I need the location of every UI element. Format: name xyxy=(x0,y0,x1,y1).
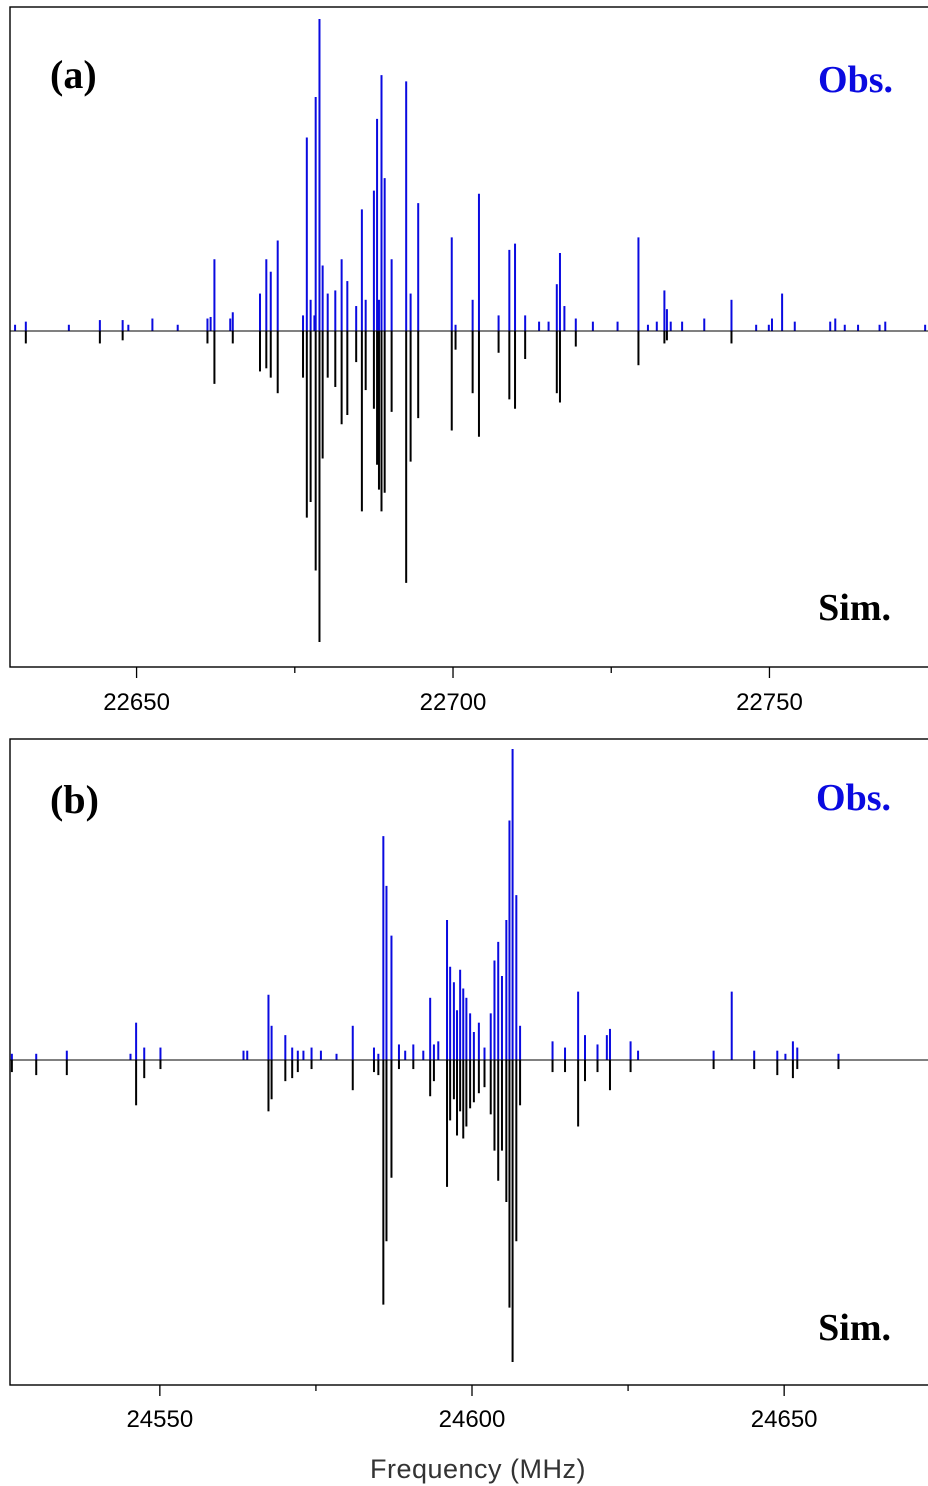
panel-a-frame xyxy=(9,6,928,668)
panel-b-frame xyxy=(9,738,928,1386)
panel-a-tick-label-1: 22700 xyxy=(420,689,487,716)
panel-a-sim-label: Sim. xyxy=(818,587,891,629)
panel-b-obs-label: Obs. xyxy=(816,777,891,819)
panel-a-obs-label: Obs. xyxy=(818,59,893,101)
panel-b: 24550 24600 24650 (b) Obs. Sim. xyxy=(9,738,928,1433)
panel-b-x-axis-ticks: 24550 24600 24650 xyxy=(126,1385,818,1433)
x-axis-title: Frequency (MHz) xyxy=(370,1454,586,1484)
panel-a-tick-label-2: 22750 xyxy=(736,689,803,716)
panel-b-tick-label-0: 24550 xyxy=(126,1406,193,1433)
panel-a-simulated-series xyxy=(24,331,733,642)
panel-b-simulated-series xyxy=(10,1060,840,1362)
panel-b-tick-label-2: 24650 xyxy=(751,1406,818,1433)
panel-b-observed-series xyxy=(10,749,840,1060)
panel-a-label: (a) xyxy=(50,52,97,97)
panel-b-sim-label: Sim. xyxy=(818,1307,891,1349)
panel-b-tick-label-1: 24600 xyxy=(439,1406,506,1433)
panel-a-x-axis-ticks: 22650 22700 22750 xyxy=(103,667,803,716)
panel-a-tick-label-0: 22650 xyxy=(103,689,170,716)
panel-a-observed-series xyxy=(14,19,927,331)
panel-b-label: (b) xyxy=(50,777,99,822)
panel-a: 22650 22700 22750 (a) Obs. Sim. xyxy=(9,6,928,716)
